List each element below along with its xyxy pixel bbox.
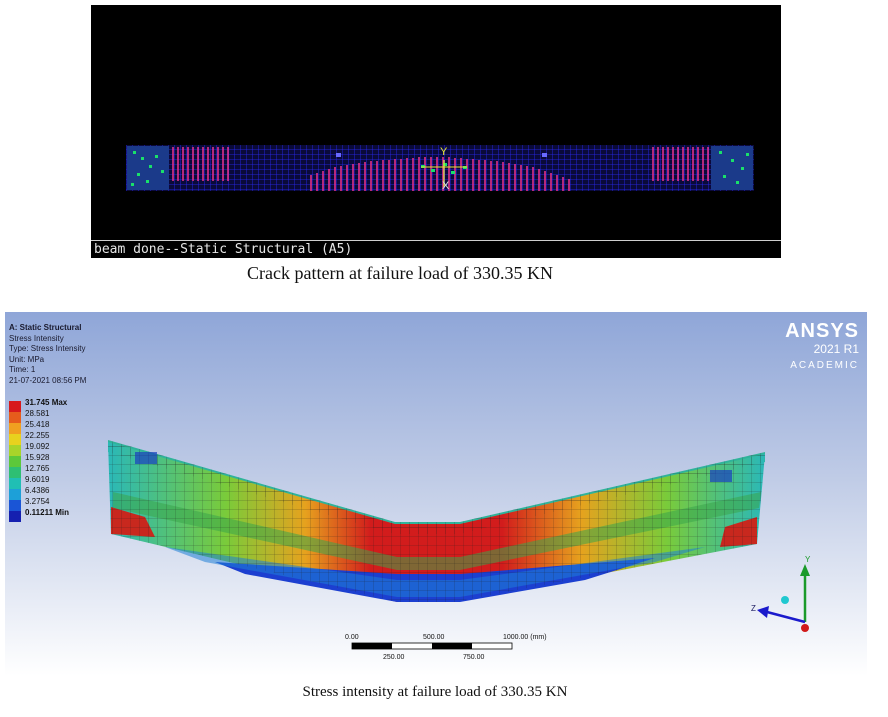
result-timestamp: 21-07-2021 08:56 PM — [9, 375, 87, 385]
scale-labels: 0.00 500.00 1000.00 (mm) 250.00 750.00 — [345, 634, 547, 668]
result-unit: Unit: MPa — [9, 354, 45, 364]
legend-label: 31.745 Max — [25, 398, 68, 407]
legend-label: 28.581 — [25, 409, 50, 418]
result-info-block: A: Static Structural Stress Intensity Ty… — [9, 323, 86, 386]
legend-label: 19.092 — [25, 442, 50, 451]
axis-triad — [757, 564, 810, 632]
result-type: Type: Stress Intensity — [9, 344, 86, 353]
result-time: Time: 1 — [9, 365, 36, 374]
crack-pattern-mesh: Y X — [126, 145, 754, 192]
scale-label: 1000.00 (mm) — [503, 634, 547, 641]
legend-label: 22.255 — [25, 431, 50, 440]
scale-bar — [351, 642, 513, 650]
stress-intensity-caption: Stress intensity at failure load of 330.… — [302, 684, 568, 700]
legend-label: 25.418 — [25, 420, 50, 429]
scale-label: 500.00 — [423, 634, 445, 641]
scale-label: 0.00 — [345, 634, 359, 641]
deformed-beam-model: Y Z — [108, 440, 811, 650]
axis-y-label: Y — [440, 146, 448, 158]
legend-label: 3.2754 — [25, 497, 50, 506]
brand-version: 2021 R1 — [813, 342, 859, 356]
legend-label: 12.765 — [25, 464, 50, 473]
crack-pattern-caption: Crack pattern at failure load of 330.35 … — [247, 263, 553, 283]
result-name: Stress Intensity — [9, 333, 64, 343]
viewport-status-bar: beam done--Static Structural (A5) — [91, 240, 781, 258]
scale-label: 750.00 — [463, 654, 485, 661]
analysis-title: A: Static Structural — [9, 323, 82, 332]
axis-x-label: X — [442, 180, 450, 192]
legend-label: 9.6019 — [25, 475, 50, 484]
triad-z-label: Z — [751, 604, 756, 613]
legend-color-bar — [9, 401, 21, 522]
legend-label: 6.4386 — [25, 486, 50, 495]
triad-y-label: Y — [805, 555, 811, 564]
ansys-logo: ANSYS 2021 R1 ACADEMIC — [785, 320, 859, 371]
legend-label: 15.928 — [25, 453, 50, 462]
scale-label: 250.00 — [383, 654, 405, 661]
legend-label: 0.11211 Min — [25, 508, 70, 517]
stress-intensity-viewport: A: Static Structural Stress Intensity Ty… — [5, 312, 867, 676]
crack-pattern-viewport: Y X beam done--Static Structural (A5) — [91, 5, 781, 258]
brand-edition: ACADEMIC — [790, 360, 859, 371]
brand-name: ANSYS — [785, 320, 859, 342]
